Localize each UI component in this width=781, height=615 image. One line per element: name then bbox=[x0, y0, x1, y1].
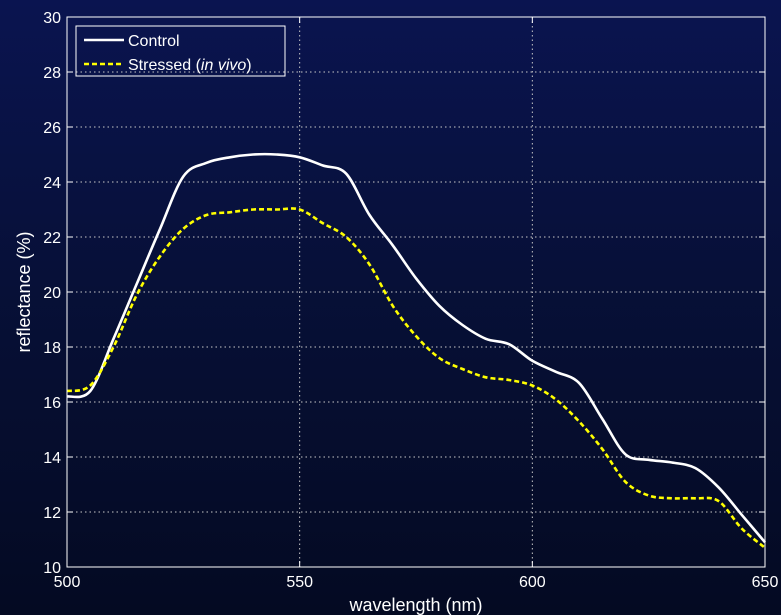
y-tick-label: 12 bbox=[43, 505, 61, 522]
legend-label-stressed-italic: in vivo bbox=[201, 57, 246, 74]
y-tick-label: 10 bbox=[43, 560, 61, 577]
y-tick-label: 14 bbox=[43, 450, 61, 467]
grid bbox=[67, 17, 765, 567]
legend-box bbox=[75, 25, 286, 77]
ticks: 500 550 600 650 10 12 14 16 18 20 22 24 26 28 30 bbox=[43, 10, 778, 591]
y-tick-label: 18 bbox=[43, 340, 61, 357]
y-tick-label: 26 bbox=[43, 120, 61, 137]
y-tick-label: 30 bbox=[43, 10, 61, 27]
y-tick-label: 20 bbox=[43, 285, 61, 302]
legend-label-control: Control bbox=[128, 33, 180, 50]
y-tick-label: 24 bbox=[43, 175, 61, 192]
series-line-stressed bbox=[66, 207, 766, 549]
x-tick-label: 650 bbox=[752, 574, 779, 591]
legend-label-stressed: Stressed (in vivo) bbox=[128, 57, 252, 74]
legend-label-stressed-plain: Stressed ( bbox=[128, 57, 202, 74]
y-axis-label: reflectance (%) bbox=[14, 231, 34, 352]
series-layer bbox=[66, 152, 766, 549]
series-line-control bbox=[66, 152, 766, 544]
x-tick-label: 550 bbox=[286, 574, 313, 591]
legend: Control Stressed (in vivo) bbox=[75, 25, 286, 77]
y-tick-label: 28 bbox=[43, 65, 61, 82]
legend-label-stressed-suffix: ) bbox=[246, 57, 251, 74]
y-tick-label: 22 bbox=[43, 230, 61, 247]
x-tick-label: 600 bbox=[519, 574, 546, 591]
x-axis-label: wavelength (nm) bbox=[348, 595, 482, 615]
y-tick-label: 16 bbox=[43, 395, 61, 412]
x-tick-label: 500 bbox=[54, 574, 81, 591]
